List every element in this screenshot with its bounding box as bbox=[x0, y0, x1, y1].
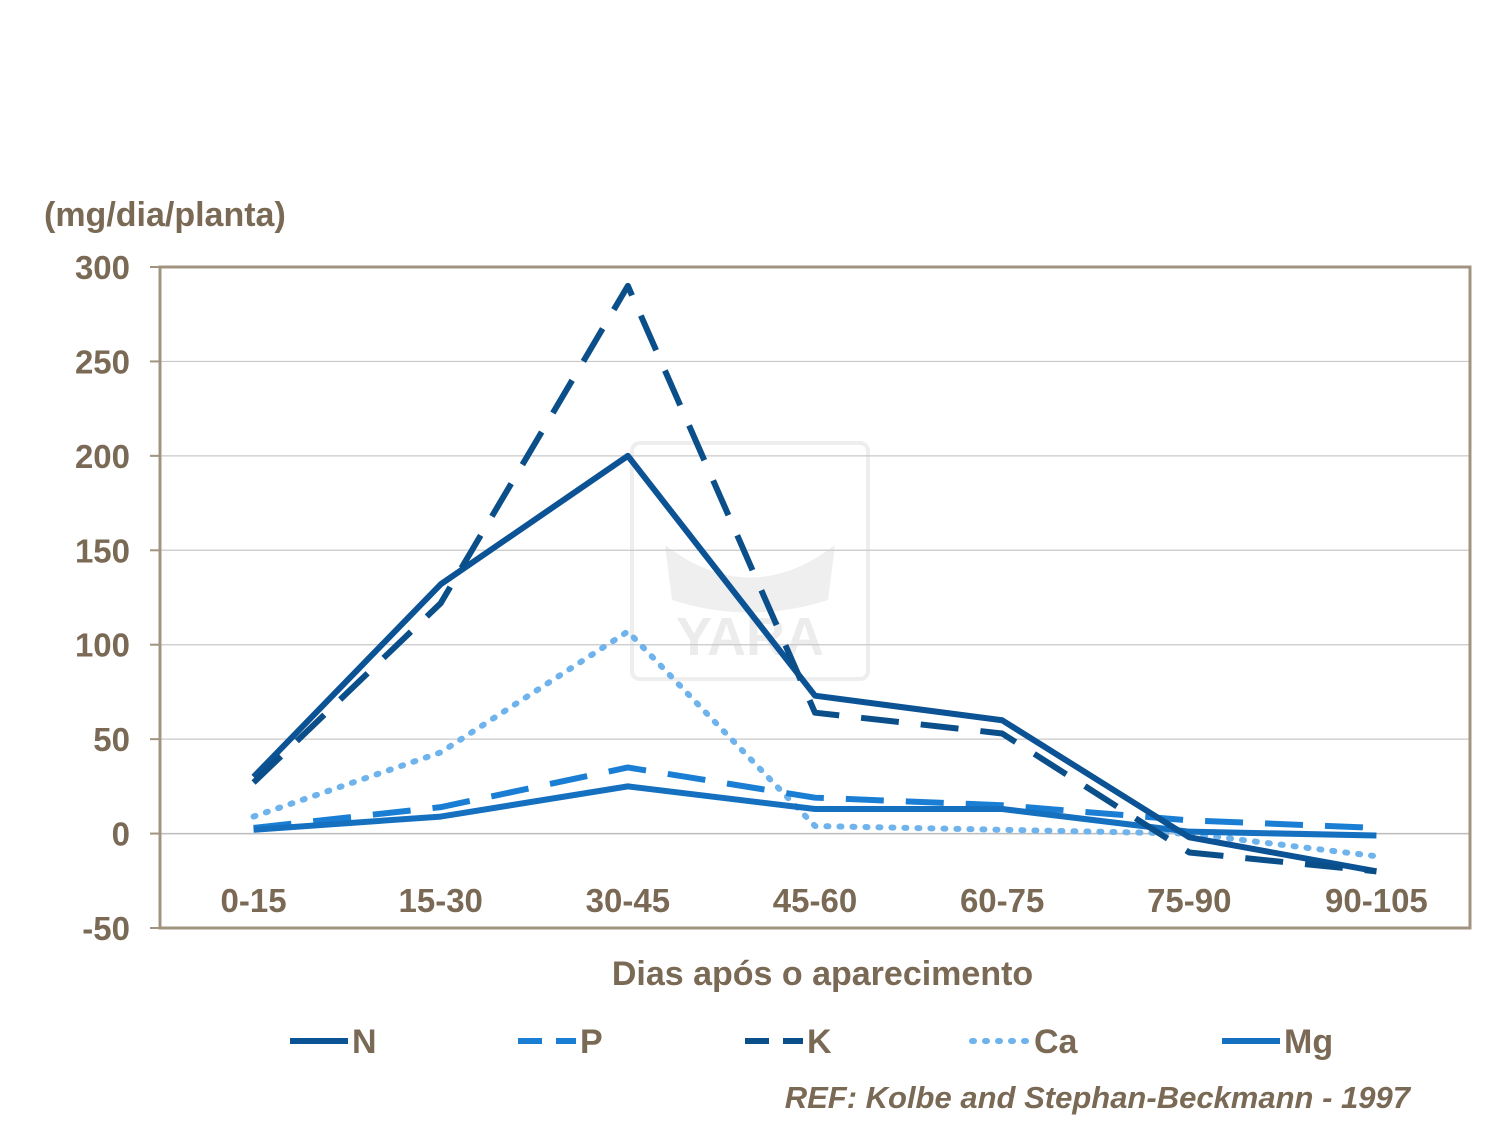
x-tick-label: 90-105 bbox=[1325, 882, 1428, 919]
legend-label-p: P bbox=[580, 1023, 603, 1061]
y-axis-label: (mg/dia/planta) bbox=[44, 196, 286, 234]
legend-label-k: K bbox=[807, 1023, 832, 1061]
watermark-ship-icon bbox=[665, 545, 835, 613]
y-tick-label: 250 bbox=[75, 343, 130, 380]
legend-label-ca: Ca bbox=[1034, 1023, 1079, 1061]
series-line-mg bbox=[253, 783, 1377, 839]
y-tick-label: 0 bbox=[112, 816, 130, 853]
series-line-n bbox=[251, 452, 1377, 875]
y-tick-label: 100 bbox=[75, 627, 130, 664]
x-tick-label: 45-60 bbox=[773, 882, 857, 919]
x-tick-label: 0-15 bbox=[221, 882, 287, 919]
x-tick-labels: 0-15 15-30 30-45 45-60 60-75 75-90 90-105 bbox=[221, 882, 1428, 919]
series-lines bbox=[250, 282, 1380, 875]
reference-note: REF: Kolbe and Stephan-Beckmann - 1997 bbox=[784, 1080, 1410, 1115]
plot-frame bbox=[158, 265, 1472, 930]
legend-label-mg: Mg bbox=[1284, 1023, 1333, 1061]
watermark-frame bbox=[630, 441, 870, 681]
y-tick-label: -50 bbox=[82, 910, 130, 947]
y-tick-label: 300 bbox=[75, 249, 130, 286]
y-tick-label: 50 bbox=[93, 721, 130, 758]
x-axis-label: Dias após o aparecimento bbox=[611, 955, 1034, 993]
legend-label-n: N bbox=[352, 1023, 377, 1061]
x-tick-label: 60-75 bbox=[960, 882, 1044, 919]
series-line-p bbox=[253, 764, 1377, 831]
legend: N P K Ca Mg bbox=[290, 1023, 1333, 1061]
x-tick-label: 15-30 bbox=[399, 882, 483, 919]
series-line-k bbox=[251, 282, 1377, 875]
x-tick-label: 30-45 bbox=[586, 882, 670, 919]
y-tick-label: 200 bbox=[75, 438, 130, 475]
y-tick-label: 150 bbox=[75, 532, 130, 569]
x-tick-label: 75-90 bbox=[1147, 882, 1231, 919]
y-tick-labels: -50 0 50 100 150 200 250 300 bbox=[75, 249, 160, 947]
